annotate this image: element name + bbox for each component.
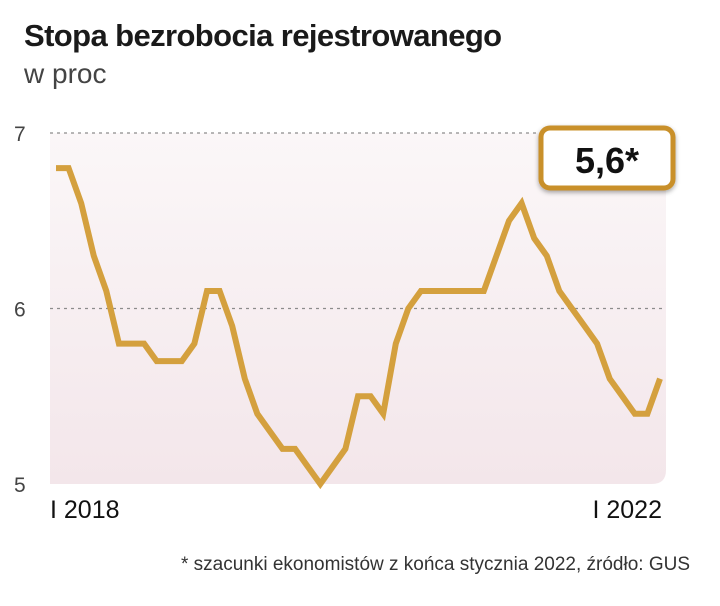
chart-title: Stopa bezrobocia rejestrowanego <box>24 18 502 53</box>
x-tick-label: I 2022 <box>592 496 662 524</box>
value-badge <box>538 125 676 191</box>
y-tick-label: 6 <box>14 299 26 322</box>
value-badge-label: 5,6* <box>575 140 639 181</box>
series-line <box>56 165 663 490</box>
y-tick-label: 5 <box>14 474 26 497</box>
chart-subtitle: w proc <box>24 58 107 89</box>
footnote: * szacunki ekonomistów z końca stycznia … <box>180 554 690 575</box>
y-tick-label: 7 <box>14 123 26 146</box>
x-tick-label: I 2018 <box>50 496 120 524</box>
